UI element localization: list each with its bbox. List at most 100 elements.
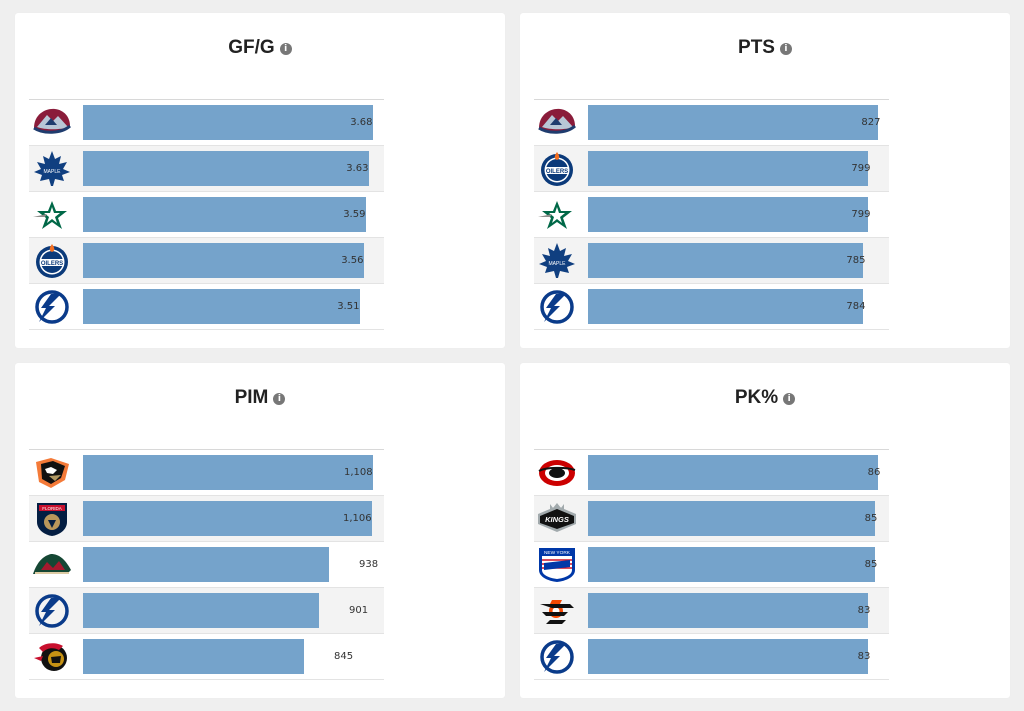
bar — [83, 243, 364, 278]
panthers-logo[interactable]: FLORIDA — [31, 500, 73, 537]
bar — [83, 105, 373, 140]
team-row[interactable]: MAPLE 785 — [534, 238, 889, 284]
bar-value: 827 — [861, 117, 881, 128]
bar-list: 3.68 MAPLE 3.63 3.59 OILERS 3.56 3.51 — [29, 99, 384, 330]
avalanche-logo[interactable] — [536, 104, 578, 141]
bar — [83, 151, 369, 186]
team-row[interactable]: 901 — [29, 588, 384, 634]
stat-card-pts: PTS i 827 OILERS 799 799 MAPLE 785 784 — [520, 13, 1010, 348]
lightning-logo[interactable] — [536, 638, 578, 675]
info-icon[interactable]: i — [279, 43, 292, 55]
svg-text:KINGS: KINGS — [545, 515, 569, 524]
bar-value: 799 — [851, 209, 871, 220]
bar — [83, 593, 319, 628]
bar — [83, 639, 304, 674]
avalanche-logo[interactable] — [31, 104, 73, 141]
maple-leafs-logo[interactable]: MAPLE — [536, 242, 578, 279]
bar — [588, 289, 863, 324]
stat-card-gfg: GF/G i 3.68 MAPLE 3.63 3.59 OILERS 3.56 3.5… — [15, 13, 505, 348]
stars-logo[interactable] — [536, 196, 578, 233]
bar-value: 845 — [334, 651, 354, 662]
team-row[interactable]: 86 — [534, 450, 889, 496]
team-row[interactable]: 1,108 — [29, 450, 384, 496]
team-row[interactable]: OILERS 799 — [534, 146, 889, 192]
wild-logo[interactable] — [31, 546, 73, 583]
team-row[interactable]: 799 — [534, 192, 889, 238]
rangers-logo[interactable]: NEW YORK — [536, 546, 578, 583]
bar — [588, 197, 868, 232]
team-row[interactable]: 3.68 — [29, 100, 384, 146]
team-row[interactable]: 83 — [534, 634, 889, 680]
oilers-logo[interactable]: OILERS — [31, 242, 73, 279]
bar-list: 86 KINGS 85 NEW YORK 85 83 83 — [534, 449, 889, 680]
team-row[interactable]: 845 — [29, 634, 384, 680]
bar-value: 83 — [857, 605, 871, 616]
bar-value: 901 — [349, 605, 369, 616]
ducks-logo[interactable] — [31, 454, 73, 491]
bar — [83, 197, 366, 232]
maple-leafs-logo[interactable]: MAPLE — [31, 150, 73, 187]
bar-value: 83 — [857, 651, 871, 662]
bar — [588, 547, 875, 582]
bar — [588, 151, 868, 186]
team-row[interactable]: 3.51 — [29, 284, 384, 330]
bar-value: 3.63 — [346, 163, 369, 174]
stars-logo[interactable] — [31, 196, 73, 233]
stat-card-pk: PK% i 86 KINGS 85 NEW YORK 85 83 83 — [520, 363, 1010, 698]
team-row[interactable]: NEW YORK 85 — [534, 542, 889, 588]
team-row[interactable]: KINGS 85 — [534, 496, 889, 542]
bar-value: 3.68 — [350, 117, 373, 128]
bar — [588, 501, 875, 536]
kings-logo[interactable]: KINGS — [536, 500, 578, 537]
bar — [588, 455, 878, 490]
stat-card-pim: PIM i 1,108 FLORIDA 1,106 938 901 845 — [15, 363, 505, 698]
bar-value: 938 — [359, 559, 379, 570]
bar-value: 784 — [846, 301, 866, 312]
info-icon[interactable]: i — [273, 393, 286, 405]
lightning-logo[interactable] — [536, 288, 578, 325]
team-row[interactable]: 3.59 — [29, 192, 384, 238]
flyers-logo[interactable] — [536, 592, 578, 629]
team-row[interactable]: 784 — [534, 284, 889, 330]
team-row[interactable]: OILERS 3.56 — [29, 238, 384, 284]
bar — [83, 547, 329, 582]
card-title: PTS i — [520, 37, 1010, 59]
bar-list: 827 OILERS 799 799 MAPLE 785 784 — [534, 99, 889, 330]
bar — [588, 243, 863, 278]
card-title: GF/G i — [15, 37, 505, 59]
bar-value: 1,106 — [343, 513, 372, 524]
card-title: PIM i — [15, 387, 505, 409]
bar-value: 3.59 — [343, 209, 366, 220]
bar-value: 785 — [846, 255, 866, 266]
bar-value: 1,108 — [344, 467, 373, 478]
info-icon[interactable]: i — [779, 43, 792, 55]
svg-text:OILERS: OILERS — [41, 261, 63, 267]
bar-value: 85 — [864, 559, 878, 570]
svg-text:MAPLE: MAPLE — [44, 169, 62, 175]
oilers-logo[interactable]: OILERS — [536, 150, 578, 187]
bar — [83, 455, 373, 490]
bar-value: 85 — [864, 513, 878, 524]
team-row[interactable]: FLORIDA 1,106 — [29, 496, 384, 542]
svg-text:OILERS: OILERS — [546, 169, 568, 175]
svg-text:NEW YORK: NEW YORK — [544, 550, 571, 556]
team-row[interactable]: 827 — [534, 100, 889, 146]
bar — [83, 289, 360, 324]
card-title: PK% i — [520, 387, 1010, 409]
bar — [588, 593, 868, 628]
bar-list: 1,108 FLORIDA 1,106 938 901 845 — [29, 449, 384, 680]
lightning-logo[interactable] — [31, 288, 73, 325]
senators-logo[interactable] — [31, 638, 73, 675]
bar-value: 799 — [851, 163, 871, 174]
bar — [83, 501, 372, 536]
lightning-logo[interactable] — [31, 592, 73, 629]
hurricanes-logo[interactable] — [536, 454, 578, 491]
svg-text:FLORIDA: FLORIDA — [42, 506, 62, 511]
team-row[interactable]: MAPLE 3.63 — [29, 146, 384, 192]
info-icon[interactable]: i — [783, 393, 796, 405]
team-row[interactable]: 83 — [534, 588, 889, 634]
bar-value: 3.56 — [341, 255, 364, 266]
bar-value: 86 — [867, 467, 881, 478]
team-row[interactable]: 938 — [29, 542, 384, 588]
bar-value: 3.51 — [337, 301, 360, 312]
